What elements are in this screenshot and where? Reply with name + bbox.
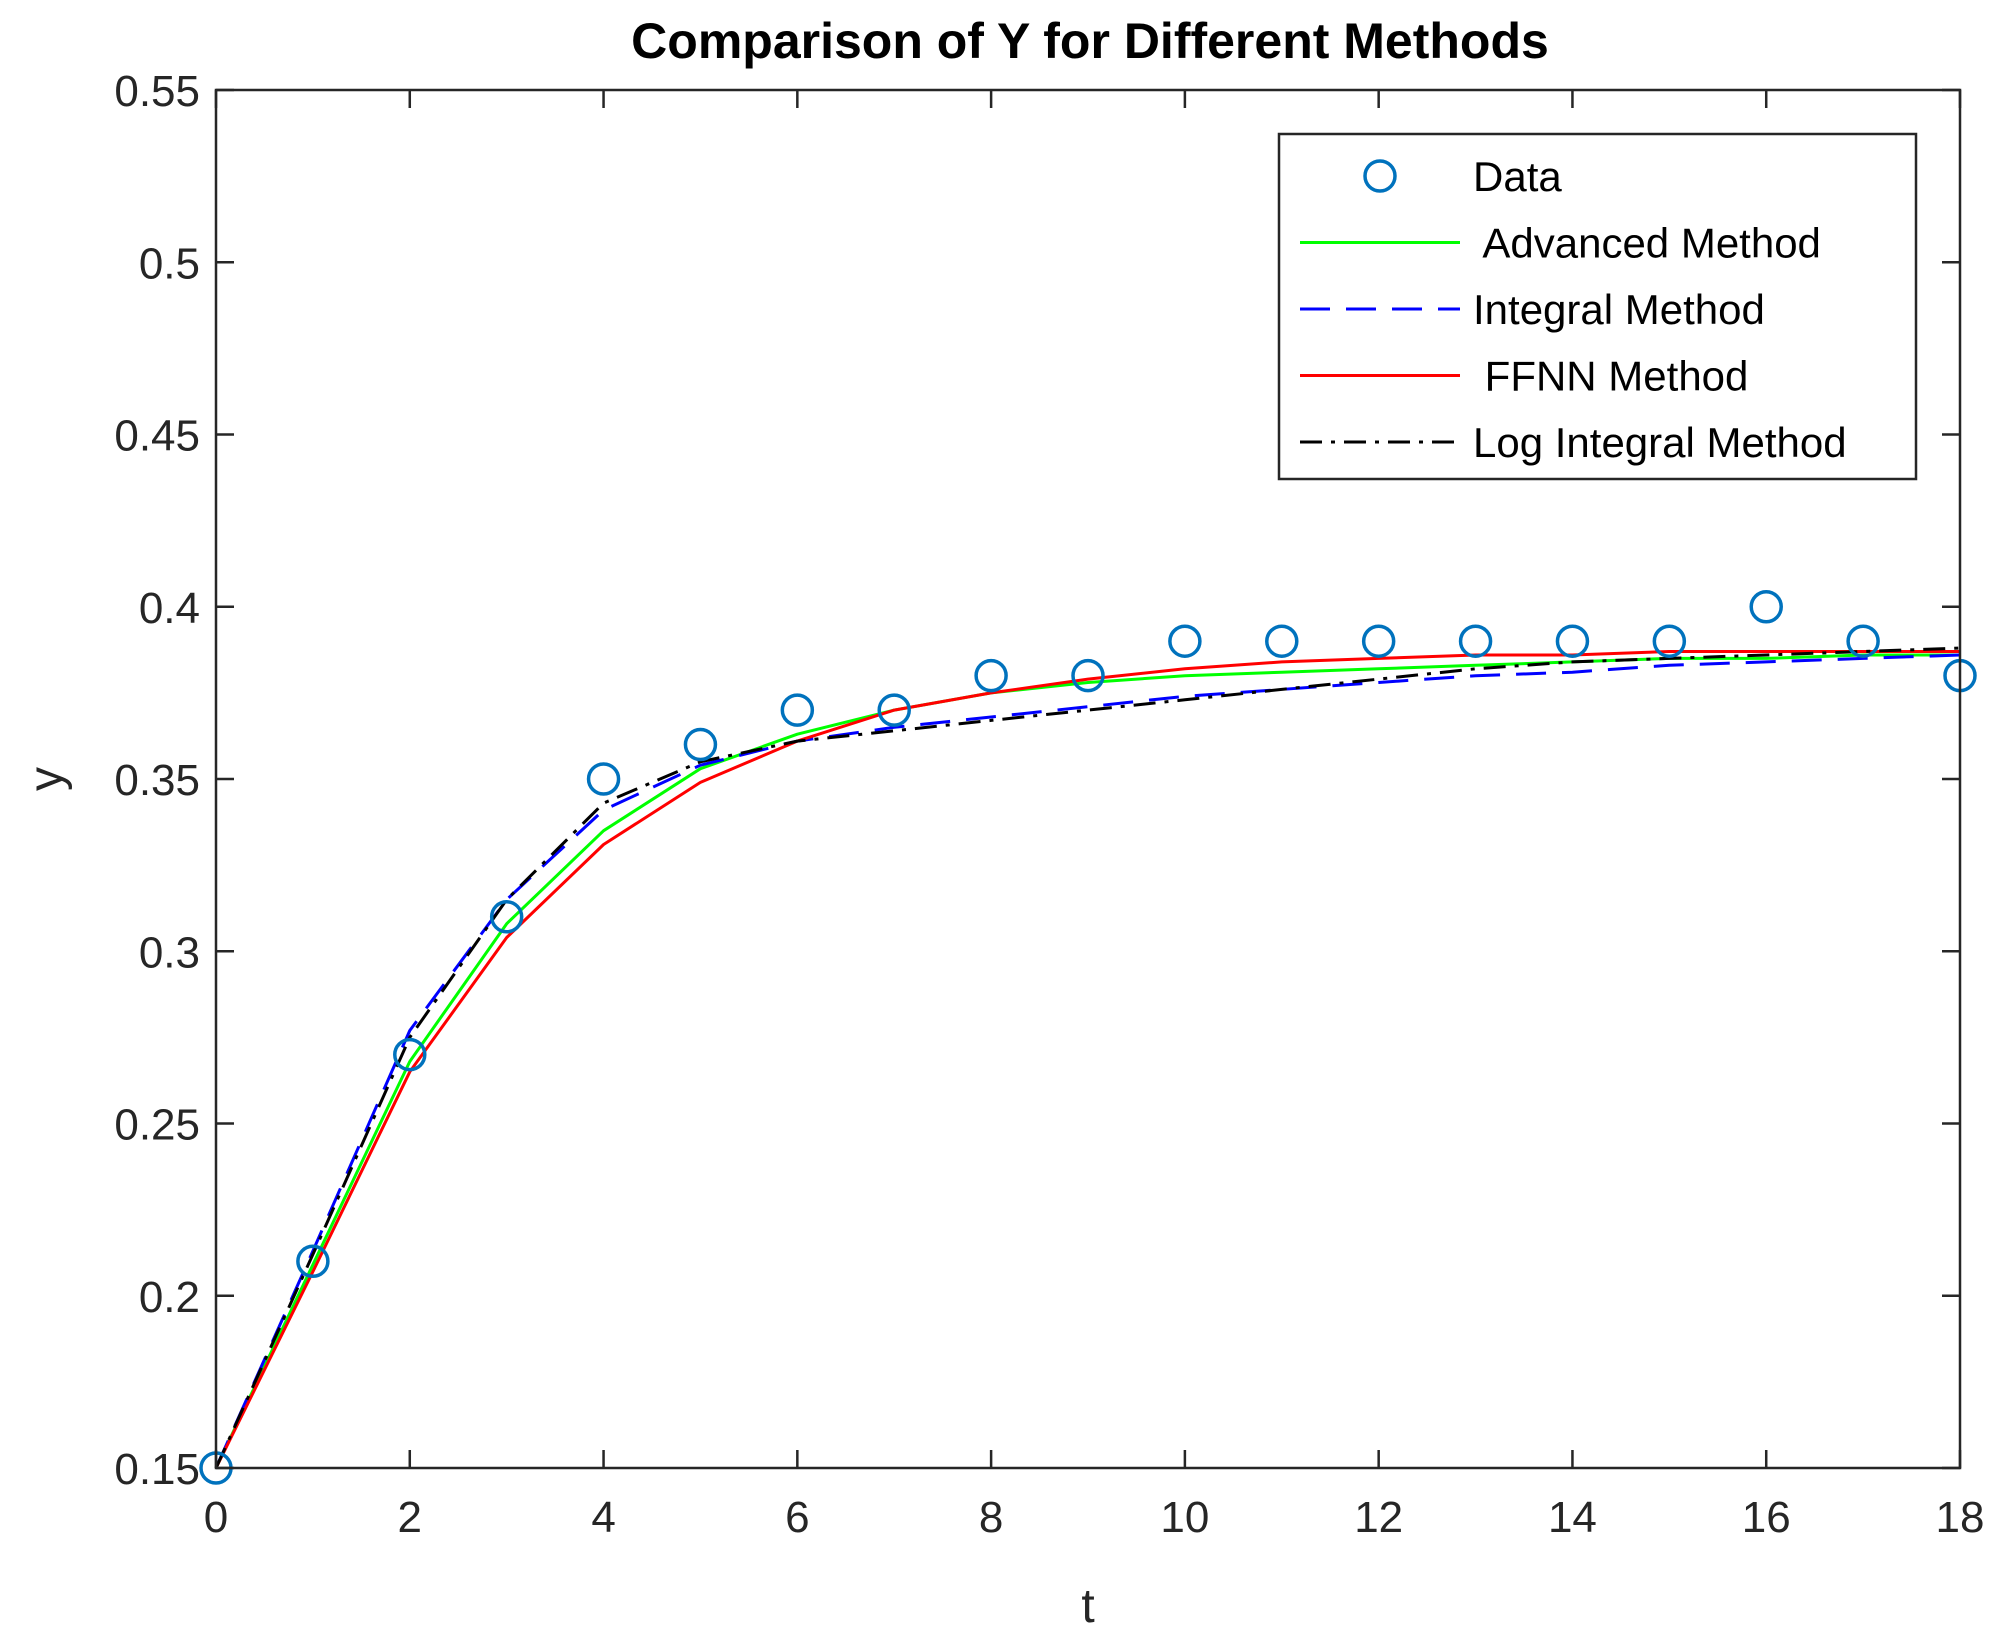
y-tick-label: 0.55	[114, 67, 200, 116]
y-tick-label: 0.3	[139, 928, 200, 977]
x-tick-label: 14	[1548, 1493, 1597, 1542]
data-point-data	[1652, 624, 1687, 658]
data-point-data	[683, 727, 718, 762]
x-tick-label: 8	[979, 1493, 1003, 1542]
data-point-data	[1168, 624, 1202, 658]
x-tick-label: 4	[591, 1493, 615, 1542]
y-tick-label: 0.35	[114, 756, 200, 805]
tick-labels-layer: 0 2 4 6 8 10 12 14 16 18 0.15 0.2 0.25 0.3 0.35 0.4 0.45…	[114, 67, 1984, 1542]
data-point-data	[586, 762, 621, 796]
y-axis-label: y	[20, 767, 73, 791]
legend-marker-data	[1363, 159, 1397, 193]
y-tick-label: 0.5	[139, 239, 200, 288]
chart-title: Comparison of Y for Different Methods	[631, 13, 1549, 69]
y-tick-label: 0.25	[114, 1101, 200, 1150]
data-point-data	[974, 658, 1008, 693]
data-point-data	[1265, 624, 1299, 658]
legend: Data Advanced Method Integral Method FFNN…	[1277, 132, 1918, 481]
legend-label-log-integral-method: Log Integral Method	[1473, 419, 1847, 466]
x-tick-label: 10	[1160, 1493, 1209, 1542]
data-point-data	[489, 900, 524, 934]
series-line-integral-method	[214, 653, 1961, 1469]
x-tick-label: 12	[1354, 1493, 1403, 1542]
data-point-data	[1846, 624, 1880, 658]
x-axis-label: t	[1081, 1580, 1094, 1633]
legend-label-ffnn-method: FFNN Method	[1473, 353, 1748, 400]
series-layer	[199, 590, 1977, 1485]
data-point-data	[1555, 624, 1590, 658]
x-tick-label: 2	[398, 1493, 422, 1542]
data-point-data	[1361, 624, 1396, 658]
series-line-ffnn-method	[214, 650, 1960, 1469]
data-point-data	[1749, 590, 1783, 624]
x-tick-label: 16	[1742, 1493, 1791, 1542]
x-tick-label: 18	[1936, 1493, 1985, 1542]
x-tick-label: 0	[204, 1493, 228, 1542]
y-tick-label: 0.4	[139, 584, 200, 633]
legend-label-advanced-method: Advanced Method	[1473, 220, 1821, 267]
data-point-data	[296, 1244, 330, 1279]
data-point-data	[780, 693, 815, 727]
data-point-data	[393, 1037, 427, 1072]
legend-label-integral-method: Integral Method	[1473, 286, 1765, 333]
data-point-data	[1458, 624, 1493, 658]
data-point-data	[1071, 658, 1105, 693]
y-tick-label: 0.45	[114, 412, 200, 461]
x-tick-label: 6	[785, 1493, 809, 1542]
y-tick-label: 0.15	[114, 1445, 200, 1494]
legend-label-data: Data	[1473, 153, 1562, 200]
y-tick-label: 0.2	[139, 1273, 200, 1322]
series-line-log-integral-method	[214, 646, 1961, 1469]
ticks-layer	[214, 88, 1962, 1470]
data-point-data	[877, 693, 911, 727]
